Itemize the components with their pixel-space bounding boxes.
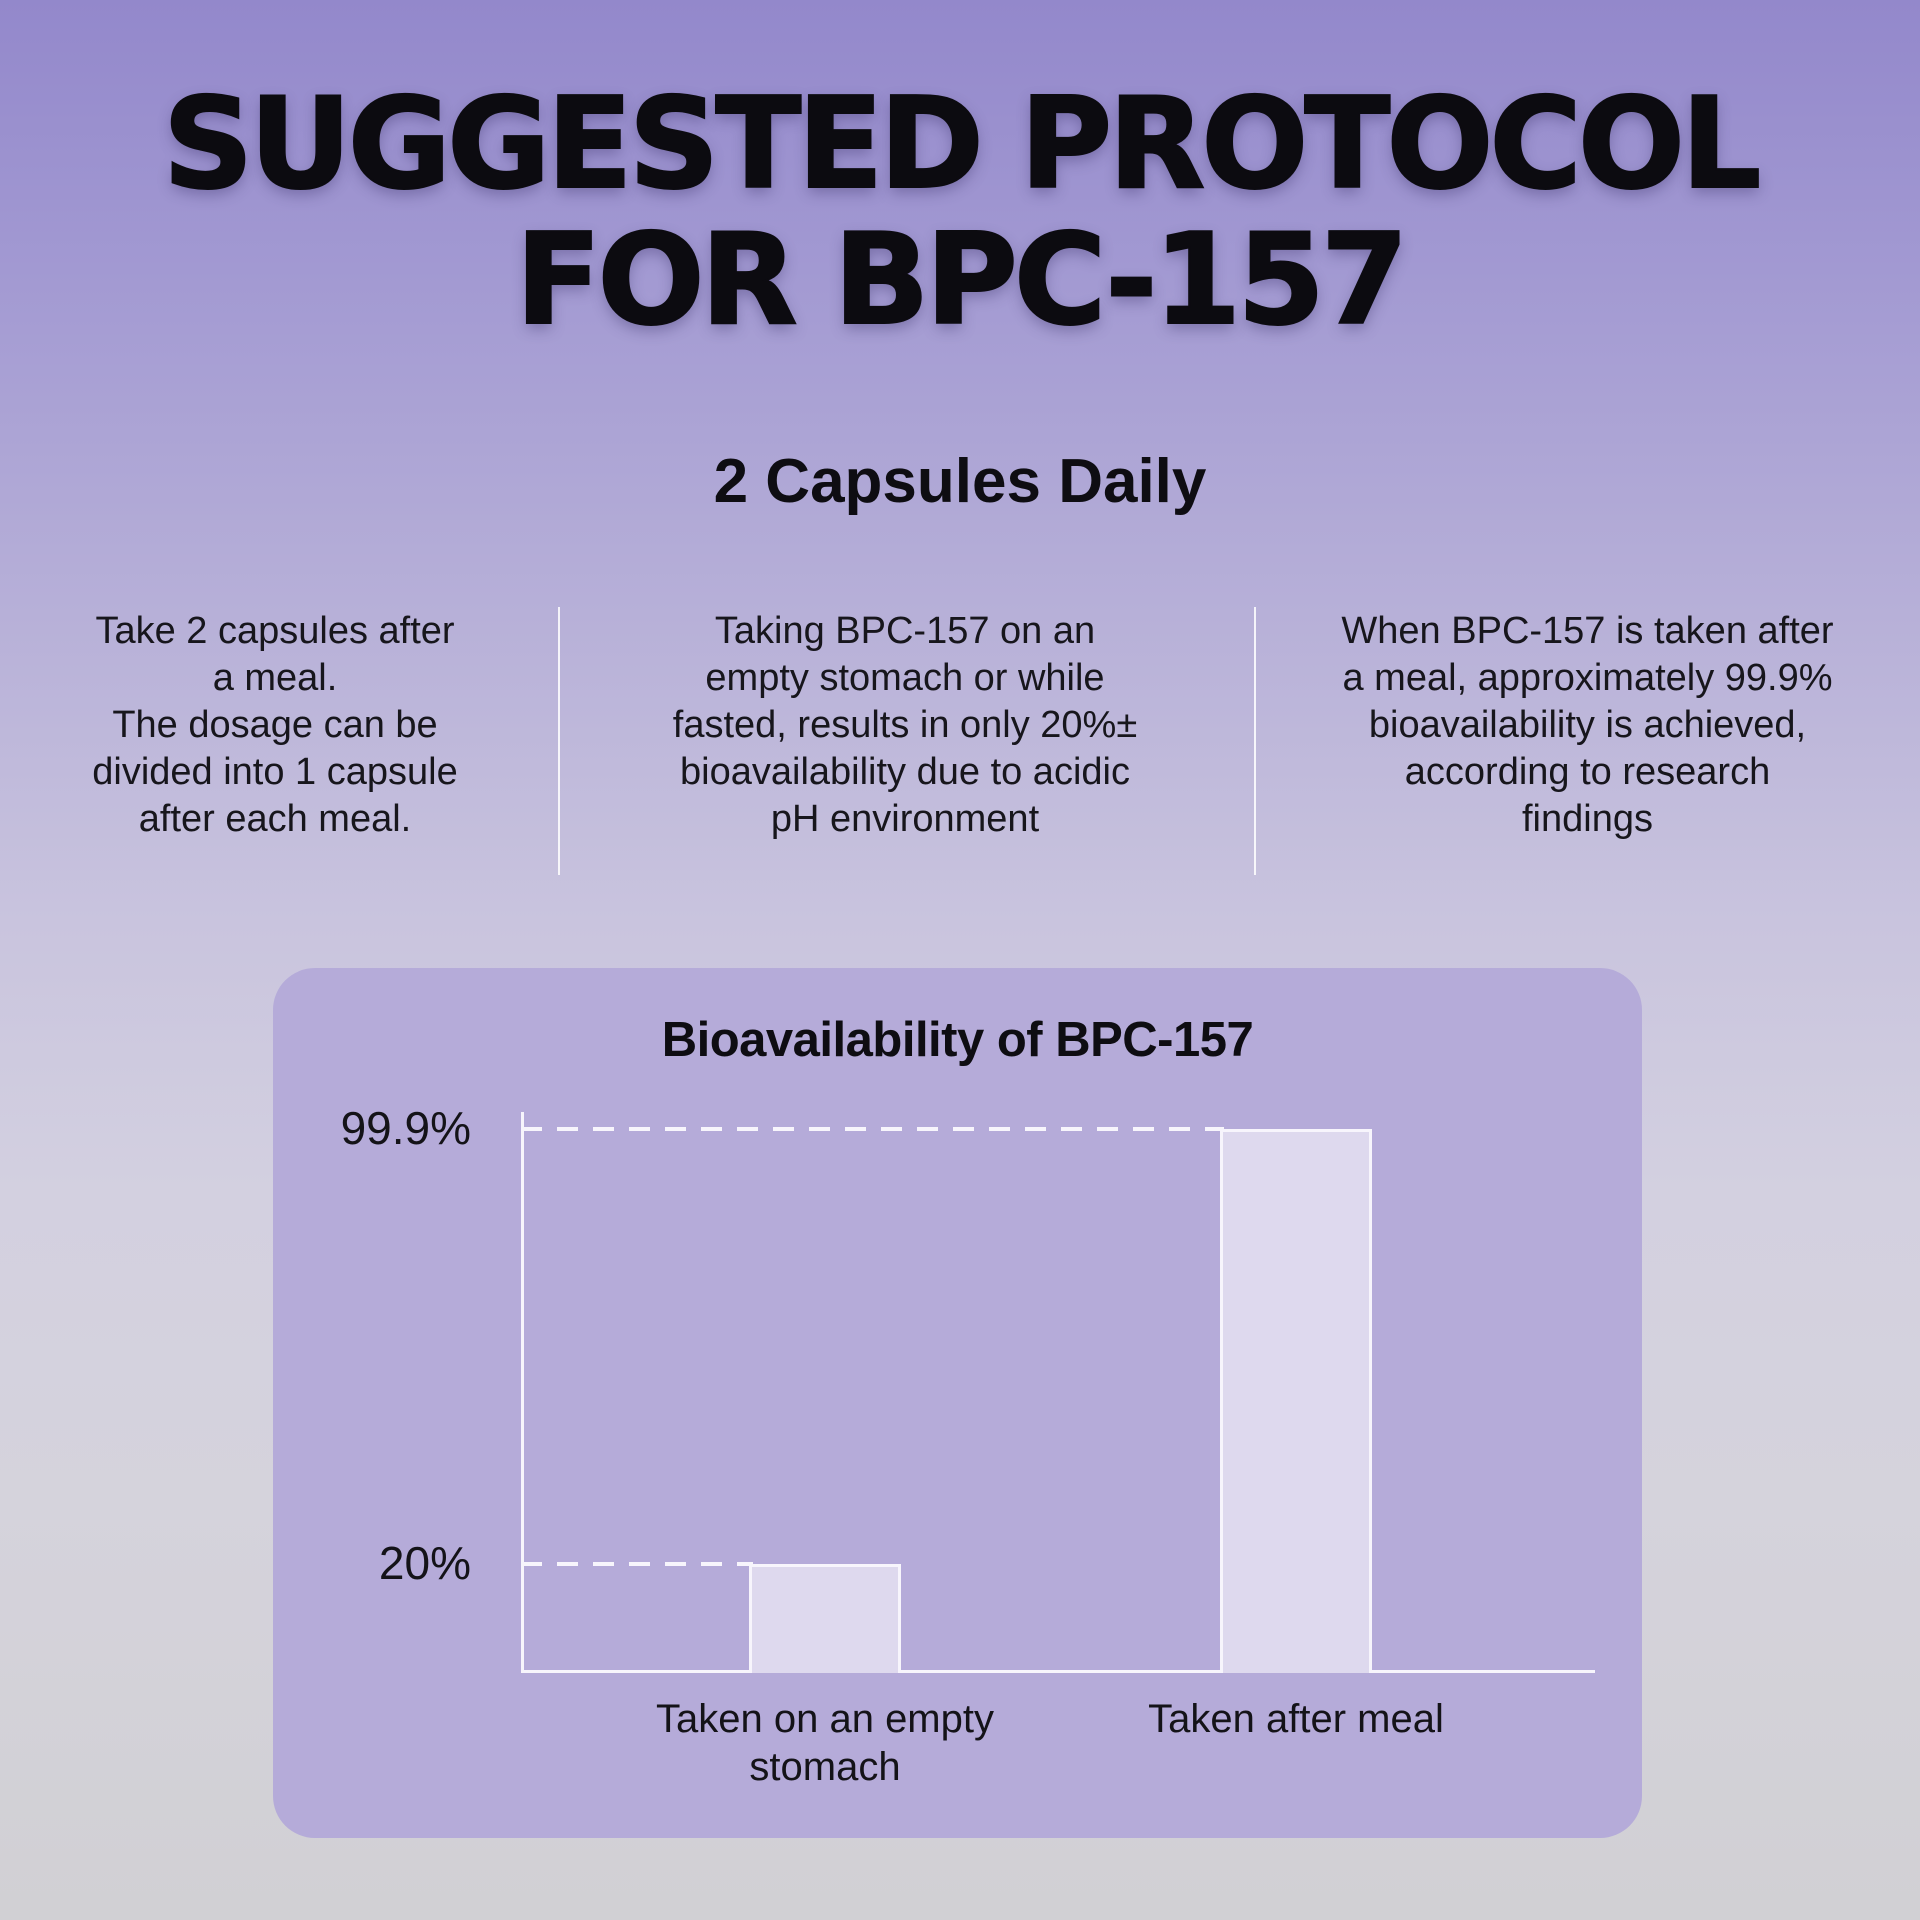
tick-label-99.9-percent: 99.9% bbox=[340, 1102, 471, 1154]
column-divider-left bbox=[558, 607, 560, 875]
x-label-taken-after-meal: Taken after meal bbox=[1148, 1697, 1444, 1741]
x-label-taken-on-an-empty-stomach: Taken on an empty stomach bbox=[656, 1697, 994, 1789]
y-axis-line bbox=[521, 1112, 524, 1673]
x-axis-line bbox=[521, 1670, 1595, 1673]
chart-title: Bioavailability of BPC-157 bbox=[661, 1013, 1254, 1067]
guide-line-taken-on-an-empty-stomach bbox=[521, 1562, 753, 1566]
subtitle-capsules-daily: 2 Capsules Daily bbox=[713, 447, 1207, 516]
bar-taken-after-meal bbox=[1220, 1129, 1372, 1673]
guide-line-taken-after-meal bbox=[521, 1127, 1224, 1131]
page-title: SUGGESTED PROTOCOL FOR BPC-157 bbox=[162, 70, 1763, 354]
bar-plot: 20% Taken on an empty stomach 99.9% Taken a… bbox=[341, 1102, 1595, 1789]
column-empty-stomach-text: Taking BPC-157 on an empty stomach or wh… bbox=[672, 610, 1138, 841]
chart-card: Bioavailability of BPC-157 20% Taken on a… bbox=[273, 968, 1642, 1838]
bar-taken-on-an-empty-stomach bbox=[749, 1564, 901, 1673]
column-dosage-text: Take 2 capsules after a meal. The dosage… bbox=[92, 610, 458, 841]
column-divider-right bbox=[1254, 607, 1256, 875]
column-after-meal-text: When BPC-157 is taken after a meal, appr… bbox=[1341, 610, 1834, 841]
tick-label-20-percent: 20% bbox=[378, 1537, 471, 1589]
